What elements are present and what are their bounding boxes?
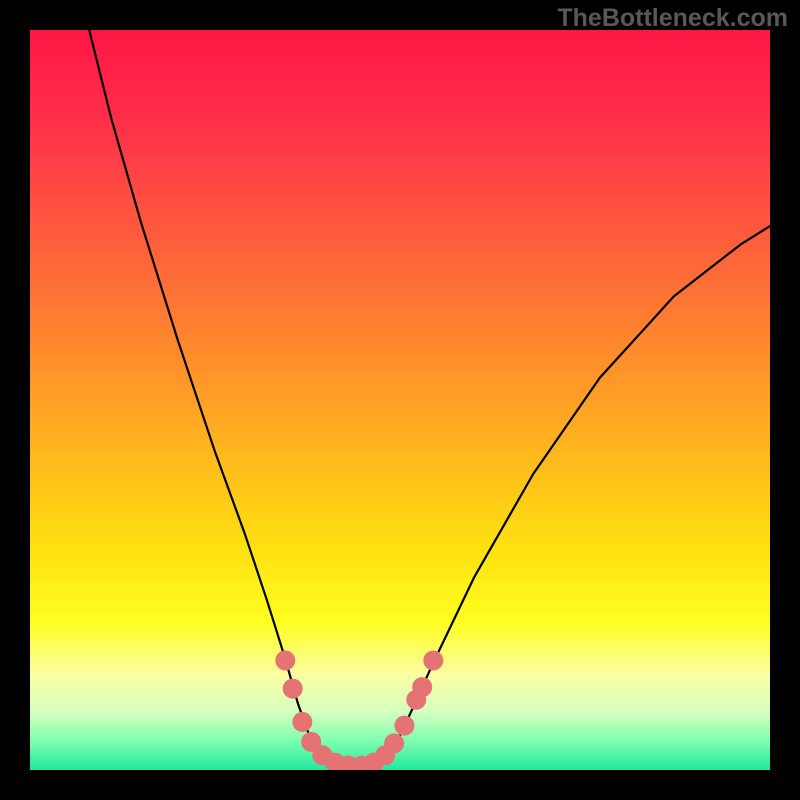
marker-dot — [275, 650, 295, 670]
plot-area — [30, 30, 770, 770]
marker-dot — [384, 733, 404, 753]
watermark-text: TheBottleneck.com — [557, 4, 788, 33]
marker-dot — [423, 650, 443, 670]
marker-dot — [412, 677, 432, 697]
chart-container: TheBottleneck.com — [0, 0, 800, 800]
marker-dot — [283, 679, 303, 699]
plot-svg — [30, 30, 770, 770]
marker-dot — [292, 712, 312, 732]
gradient-background — [30, 30, 770, 770]
marker-dot — [394, 716, 414, 736]
